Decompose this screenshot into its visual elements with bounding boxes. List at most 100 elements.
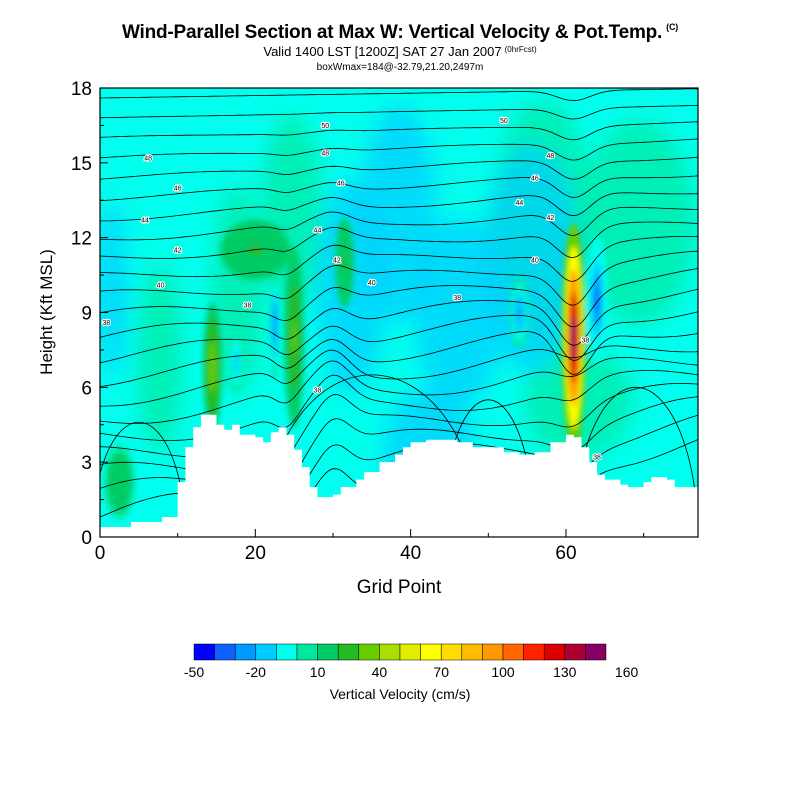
isentrope-line <box>100 138 698 161</box>
isentrope-label: 50 <box>500 118 508 125</box>
chart-title-text: Wind-Parallel Section at Max W: Vertical… <box>121 22 663 43</box>
colorbar: -50 -20 10 40 70 100 130 160 <box>184 643 639 680</box>
colorbar-swatch <box>543 643 566 661</box>
colorbar-swatch <box>296 643 318 661</box>
isentrope-label: 38 <box>314 387 322 394</box>
field-patch <box>361 103 437 324</box>
colorbar-tick-label: 130 <box>553 664 577 680</box>
colorbar-swatch <box>255 643 277 661</box>
isentrope-line <box>100 288 698 346</box>
isentrope-label: 42 <box>333 258 341 265</box>
field-patch <box>482 143 579 374</box>
field-cells <box>103 217 608 520</box>
field-patch <box>136 263 184 451</box>
isentrope-line <box>100 206 698 241</box>
x-tick-label: 0 <box>95 543 106 564</box>
colorbar-tick-label: 40 <box>372 664 388 680</box>
isentrope-line <box>100 356 698 424</box>
downdraft-cell-layer <box>234 356 238 369</box>
isentrope-line <box>100 156 698 180</box>
isentrope-line <box>100 121 698 141</box>
downdraft-cell-layer <box>517 305 522 320</box>
field-texture <box>100 100 696 505</box>
x-tick-label: 60 <box>555 543 576 564</box>
isentrope-line <box>100 221 698 259</box>
isentrope-label: 46 <box>531 175 539 182</box>
y-tick-label: 3 <box>81 453 92 474</box>
y-tick-label: 12 <box>71 229 92 250</box>
updraft-cell-layer <box>248 244 263 257</box>
colorbar-swatch <box>234 643 257 661</box>
colorbar-swatch <box>420 643 442 661</box>
updraft-cell-layer <box>292 319 297 356</box>
isentrope-label: 38 <box>581 337 589 344</box>
isentrope-label: 48 <box>547 153 555 160</box>
colorbar-swatch <box>317 643 339 661</box>
isentrope-dome <box>100 421 186 537</box>
y-axis-label: Height (Kft MSL) <box>37 249 56 375</box>
terrain-shape <box>100 414 698 537</box>
colorbar-swatch <box>399 643 421 661</box>
updraft-cell <box>562 222 586 453</box>
isentrope-label: 40 <box>157 283 165 290</box>
isentrope-label: 48 <box>321 150 329 157</box>
isentrope-line <box>100 331 698 387</box>
colorbar-label: Vertical Velocity (cm/s) <box>330 686 471 702</box>
chart-title: Wind-Parallel Section at Max W: Vertical… <box>0 22 800 44</box>
isentrope-label: 44 <box>515 200 523 207</box>
terrain-mask <box>100 414 698 537</box>
field-patch <box>414 217 504 408</box>
chart-subtitle-text: Valid 1400 LST [1200Z] SAT 27 Jan 2007 <box>263 44 502 59</box>
y-axis: 0 3 6 9 12 15 18 <box>71 79 108 549</box>
x-tick-label: 40 <box>400 543 421 564</box>
colorbar-swatch <box>502 643 524 661</box>
updraft-cell-layer <box>210 354 215 381</box>
colorbar-swatch <box>440 643 463 661</box>
isentrope-line <box>100 175 698 202</box>
isentrope-label: 40 <box>531 258 539 265</box>
isentrope-dome <box>262 374 481 537</box>
isentrope-line <box>100 250 698 306</box>
colorbar-tick-label: 160 <box>615 664 639 680</box>
x-axis: 0 20 40 60 <box>95 529 645 564</box>
colorbar-swatch <box>337 643 360 661</box>
chart-subtitle: Valid 1400 LST [1200Z] SAT 27 Jan 2007 (0… <box>0 44 800 59</box>
isentrope-label: 38 <box>453 295 461 302</box>
downdraft-cell-layer <box>273 313 276 336</box>
x-axis-label: Grid Point <box>357 577 442 598</box>
colorbar-swatch <box>482 643 504 661</box>
isentrope-label: 44 <box>314 228 322 235</box>
downdraft-cell <box>269 270 281 380</box>
isentrope-line <box>100 88 698 102</box>
colorbar-swatch <box>523 643 545 661</box>
x-tick-label: 20 <box>245 543 266 564</box>
colorbar-swatch <box>379 643 401 661</box>
colorbar-tick-label: -50 <box>184 664 204 680</box>
colorbar-swatch <box>564 643 586 661</box>
chart-subtitle-2: boxWmax=184@-32.79,21.20,2497m <box>316 62 484 73</box>
updraft-cell-layer <box>116 474 123 490</box>
isentrope-label: 50 <box>321 123 329 130</box>
updraft-cell <box>103 444 135 520</box>
updraft-cell <box>220 220 291 281</box>
isentrope-label: 48 <box>144 155 152 162</box>
field-patch <box>580 120 696 325</box>
isentrope-label: 38 <box>244 303 252 310</box>
isentrope-label: 40 <box>368 280 376 287</box>
colorbar-swatch <box>358 643 380 661</box>
colorbar-swatch <box>193 643 215 661</box>
updraft-cell-layer <box>342 253 347 272</box>
chart-title-tag: (C) <box>666 22 679 32</box>
updraft-cell-layer <box>571 314 577 361</box>
isentrope-label: 38 <box>102 320 110 327</box>
chart-subtitle-tag: (0hrFcst) <box>504 45 537 54</box>
isentrope-label: 42 <box>174 248 182 255</box>
isentrope-label: 42 <box>547 215 555 222</box>
colorbar-swatch <box>214 643 236 661</box>
isentrope-label: 38 <box>593 455 601 462</box>
isentrope-line <box>100 311 698 364</box>
colorbar-swatch <box>461 643 483 661</box>
colorbar-tick-label: 10 <box>310 664 326 680</box>
updraft-cell <box>203 302 222 433</box>
y-tick-label: 0 <box>81 528 92 549</box>
